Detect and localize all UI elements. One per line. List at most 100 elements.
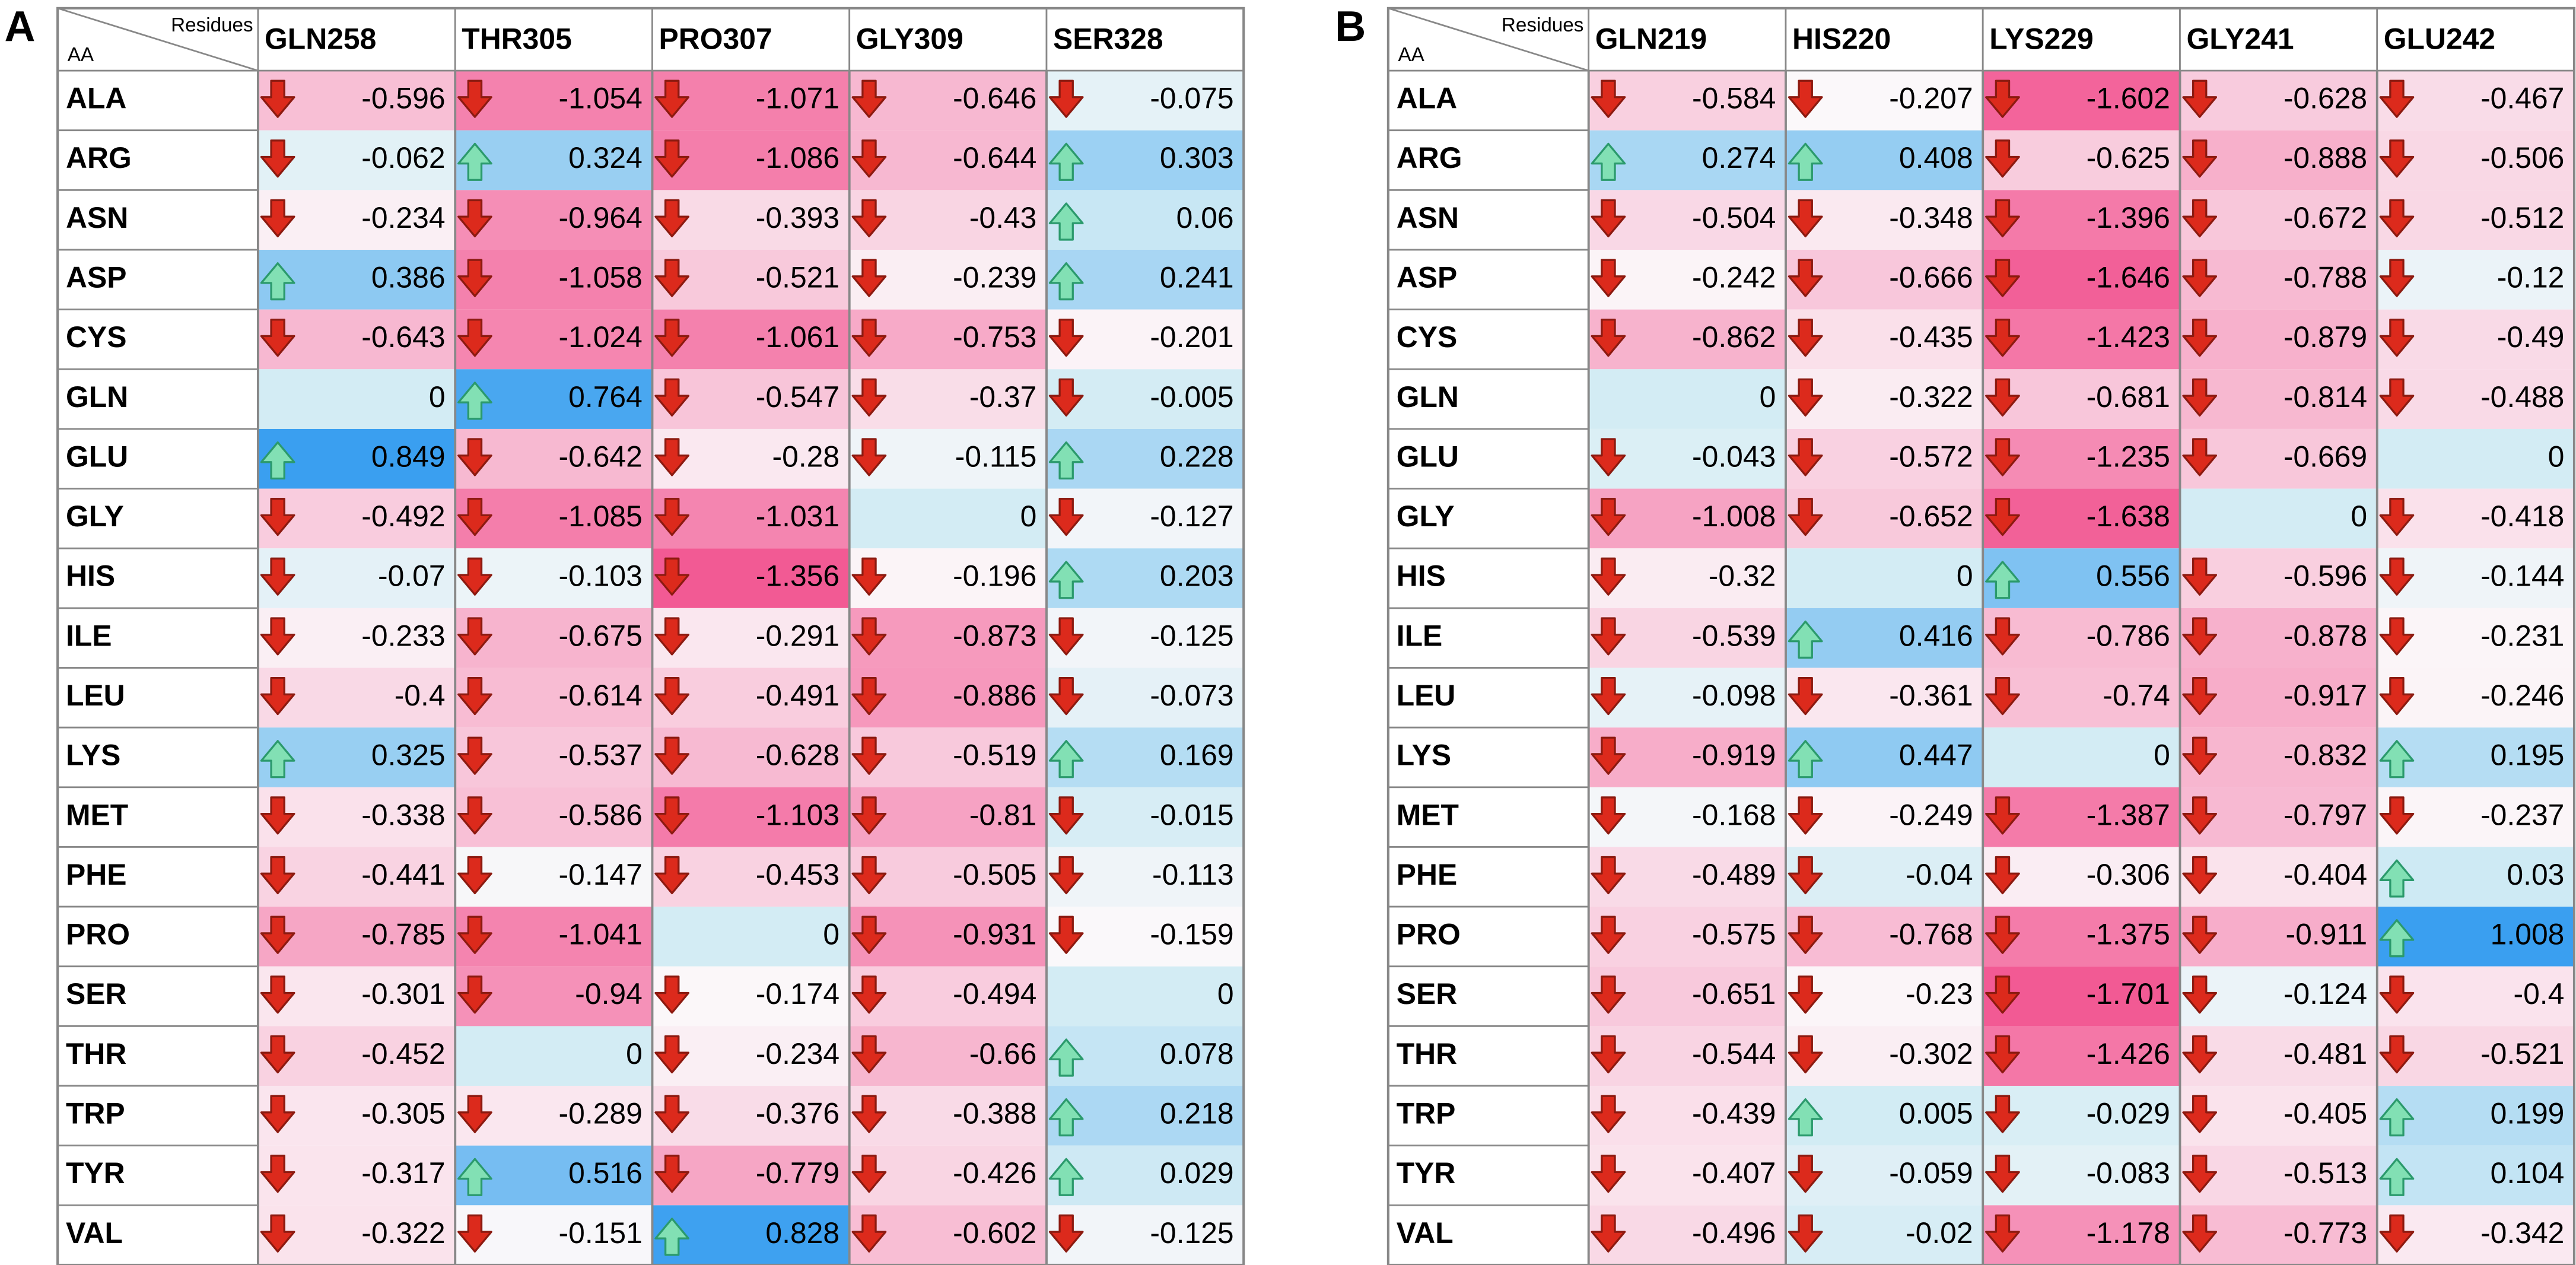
row-label: PHE bbox=[1397, 858, 1457, 891]
arrow-down bbox=[1985, 676, 2020, 716]
arrow-down bbox=[457, 438, 492, 476]
arrow-down bbox=[1985, 856, 2020, 895]
arrow-down bbox=[654, 80, 690, 118]
cell-value: -0.453 bbox=[756, 858, 839, 891]
row-label: GLY bbox=[1397, 500, 1455, 533]
column-label: GLY309 bbox=[856, 22, 963, 55]
row-header-cell bbox=[1387, 667, 1590, 729]
arrow-down bbox=[1985, 1095, 2020, 1133]
arrow-up bbox=[654, 1218, 690, 1256]
row-label: VAL bbox=[66, 1216, 123, 1250]
arrow-down bbox=[260, 676, 295, 716]
arrow-down bbox=[457, 319, 492, 357]
cell-value: -0.073 bbox=[1150, 679, 1233, 712]
arrow-down bbox=[1591, 856, 1626, 895]
cell-value: -0.602 bbox=[953, 1216, 1036, 1250]
row-header-cell bbox=[1387, 547, 1590, 609]
cell-value: -0.005 bbox=[1150, 380, 1233, 414]
column-label: PRO307 bbox=[659, 22, 772, 55]
panel: A ALA -0.596 -1.054 -1.071 -0.646 -0.075 ARG -0.… bbox=[4, 3, 1245, 1265]
cell-value: 0.169 bbox=[1160, 739, 1234, 772]
cell-value: -0.062 bbox=[361, 141, 445, 174]
arrow-up bbox=[1048, 202, 1084, 241]
heat-cell bbox=[1983, 727, 2180, 787]
arrow-up bbox=[1048, 142, 1084, 181]
arrow-down bbox=[851, 916, 887, 954]
cell-value: -1.356 bbox=[756, 560, 839, 593]
cell-value: -0.614 bbox=[559, 679, 643, 712]
row-header-cell bbox=[56, 428, 259, 490]
row-header-cell bbox=[1387, 368, 1590, 430]
cell-value: 0.556 bbox=[2096, 560, 2170, 593]
cell-value: 0 bbox=[1217, 977, 1234, 1010]
cell-value: 0 bbox=[2548, 440, 2565, 473]
corner-top: Residues bbox=[171, 14, 253, 36]
cell-value: 0.447 bbox=[1899, 739, 1973, 772]
heat-cell bbox=[257, 369, 456, 429]
cell-value: -0.302 bbox=[1889, 1037, 1973, 1070]
cell-value: -0.643 bbox=[361, 320, 445, 354]
cell-value: -0.506 bbox=[2480, 141, 2564, 174]
cell-value: -0.642 bbox=[559, 440, 643, 473]
cell-value: -0.125 bbox=[1150, 1216, 1233, 1250]
arrow-down bbox=[1788, 975, 1823, 1014]
arrow-down bbox=[851, 796, 887, 835]
cell-value: -0.317 bbox=[361, 1156, 445, 1190]
cell-value: 0 bbox=[1957, 560, 1973, 593]
cell-value: -0.586 bbox=[559, 798, 643, 831]
cell-value: 0.325 bbox=[371, 739, 446, 772]
cell-value: -0.666 bbox=[1889, 260, 1973, 294]
cell-value: -0.301 bbox=[361, 977, 445, 1010]
arrow-down bbox=[654, 557, 690, 596]
arrow-down bbox=[457, 557, 492, 596]
cell-value: -0.521 bbox=[2480, 1037, 2564, 1070]
heat-cell bbox=[1046, 966, 1244, 1026]
arrow-down bbox=[654, 378, 690, 417]
cell-value: -0.125 bbox=[1150, 619, 1233, 652]
row-header-cell bbox=[56, 965, 259, 1027]
arrow-down bbox=[260, 80, 295, 118]
column-label: THR305 bbox=[462, 22, 572, 55]
cell-value: -0.439 bbox=[1692, 1097, 1776, 1130]
arrow-down bbox=[2182, 438, 2218, 476]
cell-value: -0.489 bbox=[1692, 858, 1776, 891]
cell-value: 0 bbox=[626, 1037, 643, 1070]
row-header-cell bbox=[1387, 488, 1590, 549]
cell-value: -0.575 bbox=[1692, 918, 1776, 951]
row-label: TYR bbox=[1397, 1156, 1456, 1190]
row-label: THR bbox=[66, 1037, 126, 1070]
cell-value: -0.675 bbox=[559, 619, 643, 652]
cell-value: -1.103 bbox=[756, 798, 839, 831]
row-label: CYS bbox=[1397, 320, 1457, 354]
cell-value: -0.572 bbox=[1889, 440, 1973, 473]
cell-value: -0.773 bbox=[2284, 1216, 2367, 1250]
row-label: HIS bbox=[1397, 560, 1446, 593]
arrow-down bbox=[1591, 1155, 1626, 1193]
corner-diagonal bbox=[1388, 7, 1589, 72]
cell-value: -0.02 bbox=[1906, 1216, 1973, 1250]
arrow-up bbox=[457, 1158, 492, 1196]
row-label: GLY bbox=[66, 500, 124, 533]
arrow-down bbox=[1591, 438, 1626, 476]
cell-value: -0.481 bbox=[2284, 1037, 2367, 1070]
cell-value: 0.06 bbox=[1176, 201, 1234, 234]
cell-value: 0 bbox=[823, 918, 839, 951]
arrow-up bbox=[1048, 1158, 1084, 1196]
row-header-cell bbox=[56, 905, 259, 968]
panel-label: B bbox=[1335, 3, 1366, 50]
row-label: ALA bbox=[1397, 82, 1457, 115]
cell-value: -0.361 bbox=[1889, 679, 1973, 712]
arrow-down bbox=[1591, 319, 1626, 357]
arrow-down bbox=[2182, 1214, 2218, 1253]
cell-value: -0.644 bbox=[953, 141, 1036, 174]
cell-value: -1.024 bbox=[559, 320, 643, 354]
cell-value: -0.49 bbox=[2497, 320, 2565, 354]
cell-value: -0.646 bbox=[953, 82, 1036, 115]
heat-cell bbox=[849, 488, 1047, 549]
cell-value: -0.917 bbox=[2284, 679, 2367, 712]
heat-cell bbox=[455, 1026, 653, 1086]
arrow-down bbox=[2182, 736, 2218, 775]
arrow-down bbox=[260, 1095, 295, 1133]
row-label: ASP bbox=[66, 260, 126, 294]
arrow-down bbox=[457, 1095, 492, 1133]
